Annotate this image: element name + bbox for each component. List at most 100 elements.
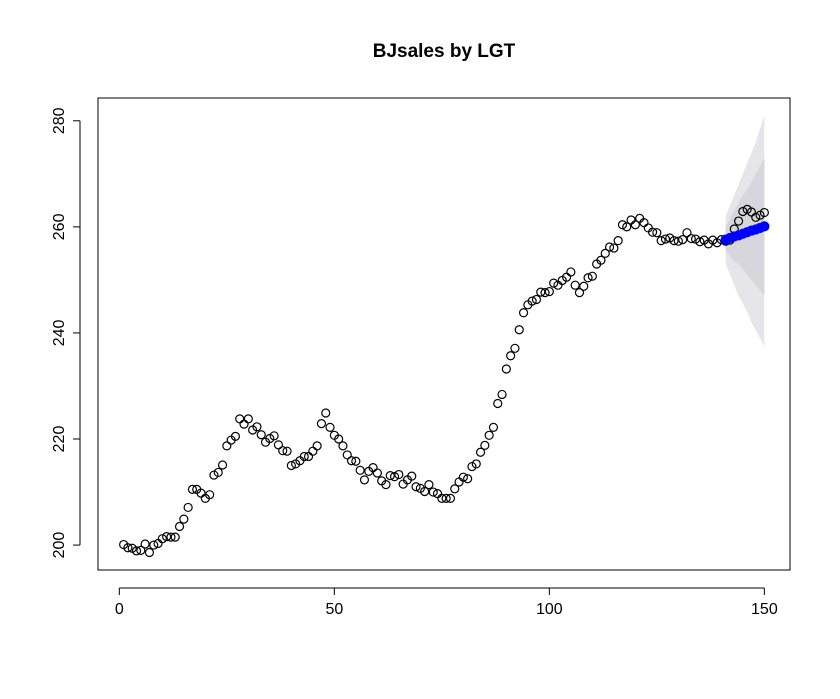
point [656,236,666,246]
point [131,546,142,556]
point [252,422,262,432]
point [518,308,529,318]
point [596,255,606,265]
point [475,447,486,457]
point [759,207,769,218]
point [213,467,223,478]
point [501,364,511,374]
point [488,422,499,432]
point [570,280,580,290]
point [162,531,172,542]
point [480,440,490,450]
point [170,532,180,542]
point [630,220,640,230]
point [230,431,241,441]
point [510,343,520,353]
point [424,480,434,490]
point [144,547,155,558]
point [579,281,589,291]
x-tick-label: 50 [325,601,343,618]
point [149,540,159,550]
point [385,471,395,481]
y-tick-label: 280 [51,107,68,134]
point [359,475,370,485]
point [140,539,150,549]
point [351,456,361,466]
point [394,469,404,480]
point [269,431,279,441]
point [686,233,696,244]
y-tick-label: 200 [51,532,68,559]
point [506,351,516,361]
point [428,487,438,497]
point [420,486,430,497]
point [583,273,593,283]
point [484,430,494,440]
point [346,456,357,466]
point [759,221,770,232]
point [514,325,524,335]
point [445,493,456,504]
point [544,286,554,297]
point [678,235,688,245]
point [540,288,550,298]
point [256,430,266,440]
point [411,482,421,492]
point [600,248,610,258]
x-tick-label: 100 [536,601,563,618]
point [471,459,481,469]
point [733,216,744,226]
point [205,490,215,500]
point [673,236,683,246]
point [652,228,662,238]
point [536,287,546,297]
point [342,450,352,460]
point [222,441,232,451]
point [617,220,628,230]
point [157,534,167,544]
point [609,243,619,253]
y-tick-label: 220 [51,426,68,453]
y-tick-label: 240 [51,319,68,346]
point [273,440,284,450]
point [647,227,658,237]
point [179,514,189,524]
point [217,460,228,470]
point [441,493,451,504]
point [450,484,460,494]
interval-band [725,157,765,296]
point [136,545,146,555]
point [312,441,322,451]
point [372,468,382,478]
point [613,236,623,246]
point [282,446,292,456]
point [243,414,253,424]
point [587,271,597,281]
point [738,206,748,217]
point [566,267,576,277]
point [407,471,417,481]
point [751,212,761,222]
point [549,278,559,288]
x-tick-label: 0 [115,601,124,618]
plot-frame [97,97,791,571]
point [695,237,705,247]
point [338,441,348,451]
point [278,446,288,456]
point [325,422,335,432]
point [389,472,400,482]
point [604,242,615,252]
y-tick-label: 260 [51,213,68,240]
point [316,419,327,429]
point [355,465,365,475]
point [622,222,632,232]
point [321,408,331,418]
x-tick-label: 150 [751,601,778,618]
point [497,389,507,400]
point [381,480,391,490]
point [166,532,176,542]
point [669,236,679,246]
point [334,434,344,444]
point [299,451,309,462]
